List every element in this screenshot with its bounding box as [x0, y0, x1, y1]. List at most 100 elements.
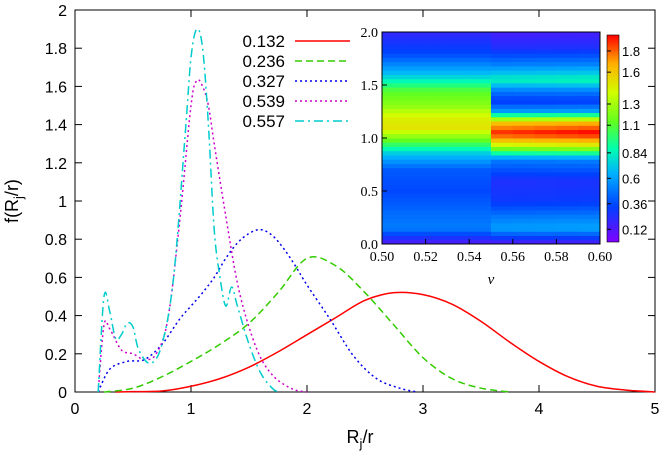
heatmap-cell [447, 129, 470, 135]
heatmap-cell [578, 121, 601, 126]
heatmap-cell [425, 133, 448, 139]
heatmap-cell [382, 32, 405, 37]
heatmap-cell [382, 239, 405, 245]
heatmap-cell [469, 163, 492, 169]
legend-label: 0.327 [242, 72, 285, 91]
heatmap-cell [425, 235, 448, 241]
heatmap-cell [556, 167, 579, 173]
heatmap-cell [512, 150, 536, 156]
heatmap-cell [556, 129, 579, 135]
heatmap-cell [556, 57, 579, 63]
heatmap-cell [425, 222, 448, 228]
heatmap-cell [556, 53, 579, 58]
heatmap-cell [403, 91, 427, 97]
heatmap-cell [491, 176, 514, 181]
y-tick-label: 1 [58, 194, 67, 211]
heatmap-cell [425, 163, 448, 169]
heatmap-cell [556, 104, 579, 109]
heatmap-cell [512, 104, 536, 109]
heatmap-cell [491, 78, 514, 84]
heatmap-cell [534, 210, 557, 215]
heatmap-cell [578, 48, 601, 54]
y-tick-label: 1.2 [45, 156, 67, 173]
heatmap-cell [556, 210, 579, 215]
heatmap-cell [534, 214, 557, 220]
x-tick-label: 3 [419, 401, 428, 418]
heatmap-cell [491, 146, 514, 152]
heatmap-cell [382, 193, 405, 198]
heatmap-cell [403, 193, 427, 198]
heatmap-cell [534, 239, 557, 245]
heatmap-cell [469, 154, 492, 160]
heatmap-cell [425, 125, 448, 131]
heatmap-cell [512, 70, 536, 75]
inset-axis-ticks [381, 31, 601, 245]
heatmap-cell [469, 129, 492, 135]
legend-label: 0.132 [242, 32, 285, 51]
heatmap-cell [403, 159, 427, 164]
heatmap-cell [491, 87, 514, 92]
heatmap-cell [491, 231, 514, 237]
heatmap-cell [491, 91, 514, 97]
heatmap-cell [403, 112, 427, 118]
heatmap-cell [469, 44, 492, 50]
heatmap-cell [578, 159, 601, 164]
heatmap-cell [534, 61, 557, 67]
heatmap-cell [469, 36, 492, 41]
heatmap-cell [534, 78, 557, 84]
heatmap-cell [403, 142, 427, 147]
heatmap-cell [556, 197, 579, 203]
heatmap-cell [556, 201, 579, 207]
heatmap-cell [556, 112, 579, 118]
heatmap-cell [534, 121, 557, 126]
heatmap-cell [534, 184, 557, 190]
x-tick-label: 4 [535, 401, 544, 418]
heatmap-cell [534, 74, 557, 80]
heatmap-cell [578, 104, 601, 109]
y-tick-label: 2 [58, 3, 67, 20]
heatmap-cell [556, 70, 579, 75]
heatmap-cell [469, 210, 492, 215]
heatmap-cell [534, 176, 557, 181]
heatmap-cell [447, 36, 470, 41]
y-tick-label: 1.8 [45, 41, 67, 58]
heatmap-cell [469, 239, 492, 245]
heatmap-cell [512, 116, 536, 122]
heatmap-cell [425, 91, 448, 97]
heatmap-cell [469, 70, 492, 75]
heatmap-cell [556, 44, 579, 50]
heatmap-cell [447, 91, 470, 97]
heatmap-cell [447, 95, 470, 101]
heatmap-cell [512, 184, 536, 190]
heatmap-cell [382, 82, 405, 88]
heatmap-cell [382, 70, 405, 75]
heatmap-cell [491, 121, 514, 126]
heatmap-cell [578, 188, 601, 194]
heatmap-cell [425, 197, 448, 203]
heatmap-cell [556, 108, 579, 114]
heatmap-cell [556, 205, 579, 211]
heatmap-cell [425, 116, 448, 122]
heatmap-cell [403, 129, 427, 135]
heatmap-cell [425, 53, 448, 58]
heatmap-cell [382, 48, 405, 54]
heatmap-cell [425, 65, 448, 71]
heatmap-cell [403, 218, 427, 224]
heatmap-cell [512, 36, 536, 41]
heatmap-cell [447, 239, 470, 245]
heatmap-cell [469, 65, 492, 71]
heatmap-cell [469, 32, 492, 37]
heatmap-cell [447, 138, 470, 143]
heatmap-cell [469, 231, 492, 237]
heatmap-cell [556, 133, 579, 139]
heatmap-cell [512, 74, 536, 80]
heatmap-cell [425, 150, 448, 156]
heatmap-cell [534, 227, 557, 232]
heatmap-cell [403, 65, 427, 71]
heatmap-cell [382, 112, 405, 118]
heatmap-cell [512, 61, 536, 67]
heatmap-cell [512, 167, 536, 173]
heatmap-cell [491, 205, 514, 211]
heatmap-cell [469, 193, 492, 198]
heatmap-cell [512, 231, 536, 237]
